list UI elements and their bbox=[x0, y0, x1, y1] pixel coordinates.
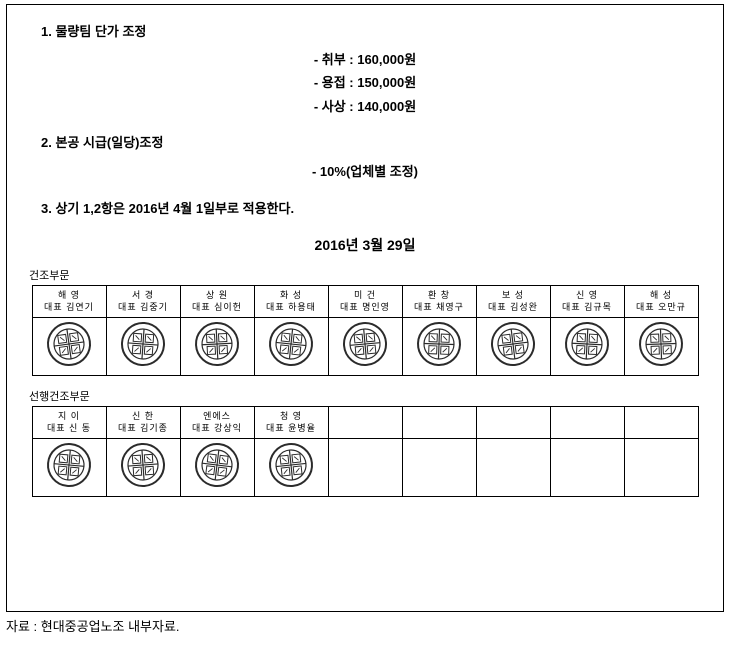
seal-icon bbox=[193, 320, 241, 373]
price-line-2: - 용접 : 150,000원 bbox=[314, 71, 416, 94]
seal-icon bbox=[415, 320, 463, 373]
company-cell: 청 영대표 윤병율 bbox=[254, 407, 328, 439]
company-cell: 환 창대표 채영구 bbox=[402, 286, 476, 318]
stamp-cell bbox=[180, 318, 254, 376]
company-cell: 신 영대표 김규목 bbox=[550, 286, 624, 318]
company-cell bbox=[624, 407, 698, 439]
stamp-cell bbox=[476, 439, 550, 497]
seal-icon bbox=[119, 320, 167, 373]
stamp-table-1: 해 영대표 김연기 서 경대표 김중기 상 원대표 심이헌 화 성대표 하용태 … bbox=[32, 285, 699, 376]
seal-icon bbox=[341, 320, 389, 373]
company-cell: 지 이대표 신 동 bbox=[32, 407, 106, 439]
company-cell: 신 한대표 김기종 bbox=[106, 407, 180, 439]
seal-icon bbox=[267, 441, 315, 494]
seal-icon bbox=[563, 320, 611, 373]
company-cell: 화 성대표 하용태 bbox=[254, 286, 328, 318]
seal-icon bbox=[45, 320, 93, 373]
stamp-cell bbox=[254, 439, 328, 497]
stamp-cell bbox=[180, 439, 254, 497]
heading-item3: 3. 상기 1,2항은 2016년 4월 1일부로 적용한다. bbox=[41, 198, 713, 217]
company-cell: 미 건대표 명인영 bbox=[328, 286, 402, 318]
company-cell: 보 성대표 김성완 bbox=[476, 286, 550, 318]
company-cell bbox=[476, 407, 550, 439]
stamp-cell bbox=[402, 318, 476, 376]
stamp-cell bbox=[550, 439, 624, 497]
heading-item2: 2. 본공 시급(일당)조정 bbox=[41, 132, 713, 151]
stamp-cell bbox=[106, 439, 180, 497]
stamp-cell bbox=[476, 318, 550, 376]
stamp-cell bbox=[106, 318, 180, 376]
document-frame: 1. 물량팀 단가 조정 - 취부 : 160,000원 - 용접 : 150,… bbox=[6, 4, 724, 612]
document-date: 2016년 3월 29일 bbox=[17, 235, 713, 255]
company-cell bbox=[328, 407, 402, 439]
stamp-cell bbox=[32, 318, 106, 376]
table-row: 지 이대표 신 동 신 한대표 김기종 엔에스대표 강상익 청 영대표 윤병율 bbox=[32, 407, 698, 439]
table-row bbox=[32, 318, 698, 376]
price-line-1: - 취부 : 160,000원 bbox=[314, 48, 416, 71]
price-line-3: - 사상 : 140,000원 bbox=[314, 95, 416, 118]
seal-icon bbox=[45, 441, 93, 494]
company-cell: 서 경대표 김중기 bbox=[106, 286, 180, 318]
company-cell bbox=[402, 407, 476, 439]
stamp-cell bbox=[328, 318, 402, 376]
company-cell: 상 원대표 심이헌 bbox=[180, 286, 254, 318]
stamp-cell bbox=[254, 318, 328, 376]
stamp-cell bbox=[328, 439, 402, 497]
heading-item1: 1. 물량팀 단가 조정 bbox=[41, 21, 713, 40]
company-cell: 해 영대표 김연기 bbox=[32, 286, 106, 318]
source-citation: 자료 : 현대중공업노조 내부자료. bbox=[6, 616, 732, 635]
company-cell bbox=[550, 407, 624, 439]
adjustment-line: - 10%(업체별 조정) bbox=[17, 161, 713, 180]
stamp-table-2: 지 이대표 신 동 신 한대표 김기종 엔에스대표 강상익 청 영대표 윤병율 bbox=[32, 406, 699, 497]
seal-icon bbox=[193, 441, 241, 494]
stamp-cell bbox=[32, 439, 106, 497]
stamp-cell bbox=[550, 318, 624, 376]
seal-icon bbox=[637, 320, 685, 373]
stamp-cell bbox=[624, 439, 698, 497]
table-row: 해 영대표 김연기 서 경대표 김중기 상 원대표 심이헌 화 성대표 하용태 … bbox=[32, 286, 698, 318]
price-list: - 취부 : 160,000원 - 용접 : 150,000원 - 사상 : 1… bbox=[17, 48, 713, 118]
table-row bbox=[32, 439, 698, 497]
company-cell: 해 성대표 오만규 bbox=[624, 286, 698, 318]
stamp-cell bbox=[624, 318, 698, 376]
seal-icon bbox=[267, 320, 315, 373]
seal-icon bbox=[489, 320, 537, 373]
section2-label: 선행건조부문 bbox=[29, 388, 713, 404]
section1-label: 건조부문 bbox=[29, 267, 713, 283]
stamp-cell bbox=[402, 439, 476, 497]
company-cell: 엔에스대표 강상익 bbox=[180, 407, 254, 439]
seal-icon bbox=[119, 441, 167, 494]
